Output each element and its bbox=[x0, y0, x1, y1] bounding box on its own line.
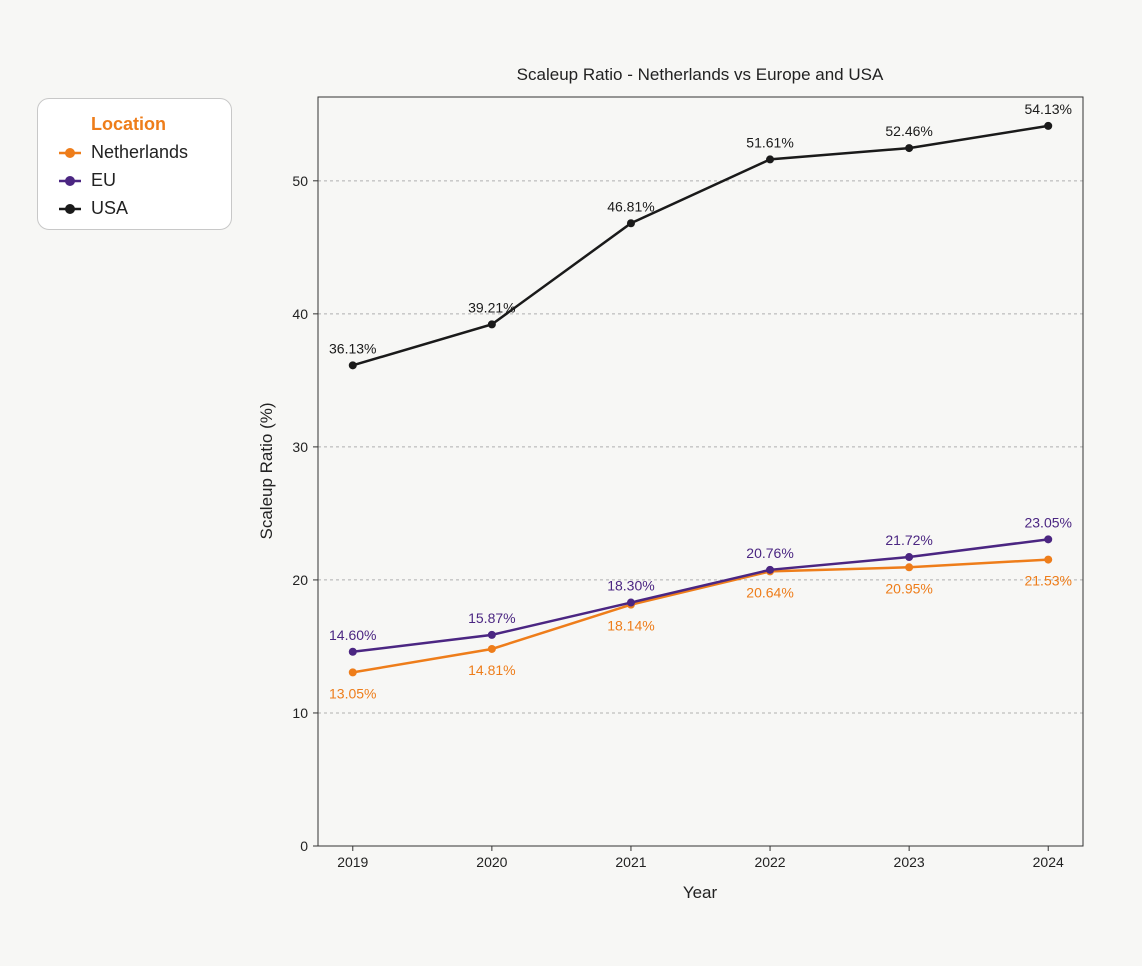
chart-title: Scaleup Ratio - Netherlands vs Europe an… bbox=[517, 65, 884, 84]
data-point-eu bbox=[1044, 535, 1053, 544]
y-tick-label: 20 bbox=[292, 572, 308, 588]
data-label-usa: 54.13% bbox=[1024, 101, 1071, 117]
data-label-netherlands: 20.95% bbox=[885, 580, 932, 596]
data-label-eu: 23.05% bbox=[1024, 514, 1071, 530]
data-point-usa bbox=[1044, 121, 1053, 130]
series-line-netherlands bbox=[352, 558, 1049, 674]
y-tick-label: 0 bbox=[300, 838, 308, 854]
series-line-eu bbox=[352, 538, 1049, 654]
data-point-netherlands bbox=[905, 563, 914, 572]
legend-label: USA bbox=[91, 198, 129, 218]
data-label-netherlands: 21.53% bbox=[1024, 573, 1071, 589]
legend-marker-netherlands bbox=[59, 148, 81, 158]
data-label-eu: 14.60% bbox=[329, 627, 376, 643]
legend-label: Netherlands bbox=[91, 142, 189, 162]
data-point-usa bbox=[905, 144, 914, 153]
series-line-usa bbox=[352, 124, 1049, 367]
data-point-netherlands bbox=[1044, 555, 1053, 564]
data-label-eu: 15.87% bbox=[468, 610, 515, 626]
data-label-usa: 39.21% bbox=[468, 299, 515, 315]
data-point-eu bbox=[348, 647, 357, 656]
legend-item-netherlands: Netherlands bbox=[58, 141, 228, 165]
data-point-usa bbox=[487, 320, 496, 329]
legend-label: EU bbox=[91, 170, 117, 190]
data-point-usa bbox=[766, 155, 775, 164]
x-tick-label: 2021 bbox=[615, 854, 646, 870]
y-tick-label: 50 bbox=[292, 173, 308, 189]
data-label-eu: 20.76% bbox=[746, 545, 793, 561]
x-tick-label: 2020 bbox=[476, 854, 507, 870]
data-point-usa bbox=[348, 361, 357, 370]
y-tick-label: 30 bbox=[292, 439, 308, 455]
data-point-eu bbox=[626, 598, 635, 607]
data-point-usa bbox=[626, 219, 635, 228]
data-label-usa: 52.46% bbox=[885, 123, 932, 139]
data-label-usa: 51.61% bbox=[746, 134, 793, 150]
data-point-netherlands bbox=[348, 668, 357, 677]
legend-title: Location bbox=[91, 114, 166, 134]
legend-item-usa: USA bbox=[58, 197, 228, 221]
x-tick-label: 2023 bbox=[894, 854, 925, 870]
x-axis-label: Year bbox=[683, 883, 718, 902]
x-tick-label: 2022 bbox=[754, 854, 785, 870]
data-point-eu bbox=[905, 553, 914, 562]
gridlines bbox=[318, 180, 1083, 714]
data-point-eu bbox=[487, 630, 496, 639]
data-label-netherlands: 18.14% bbox=[607, 618, 654, 634]
data-label-usa: 46.81% bbox=[607, 198, 654, 214]
data-label-usa: 36.13% bbox=[329, 340, 376, 356]
data-point-netherlands bbox=[487, 644, 496, 653]
y-tick-label: 40 bbox=[292, 306, 308, 322]
data-label-eu: 18.30% bbox=[607, 578, 654, 594]
data-point-eu bbox=[766, 565, 775, 574]
plot-area-frame bbox=[317, 96, 1084, 847]
series-lines bbox=[348, 121, 1053, 677]
legend-marker-usa bbox=[59, 204, 81, 214]
data-label-eu: 21.72% bbox=[885, 532, 932, 548]
y-axis-label: Scaleup Ratio (%) bbox=[257, 402, 276, 539]
data-label-netherlands: 14.81% bbox=[468, 662, 515, 678]
data-label-netherlands: 13.05% bbox=[329, 685, 376, 701]
axes: 0 10 20 30 40 50 2019 2020 2021 2022 2023 2024 bbox=[292, 173, 1064, 870]
data-label-netherlands: 20.64% bbox=[746, 584, 793, 600]
legend-marker-eu bbox=[59, 176, 81, 186]
data-labels: 13.05% 14.81% 18.14% 20.64% 20.95% 21.53% 14.6… bbox=[329, 101, 1072, 702]
legend-item-eu: EU bbox=[58, 169, 228, 193]
x-tick-label: 2024 bbox=[1033, 854, 1064, 870]
y-tick-label: 10 bbox=[292, 705, 308, 721]
x-tick-label: 2019 bbox=[337, 854, 368, 870]
legend: Location Netherlands EU USA bbox=[37, 98, 232, 230]
